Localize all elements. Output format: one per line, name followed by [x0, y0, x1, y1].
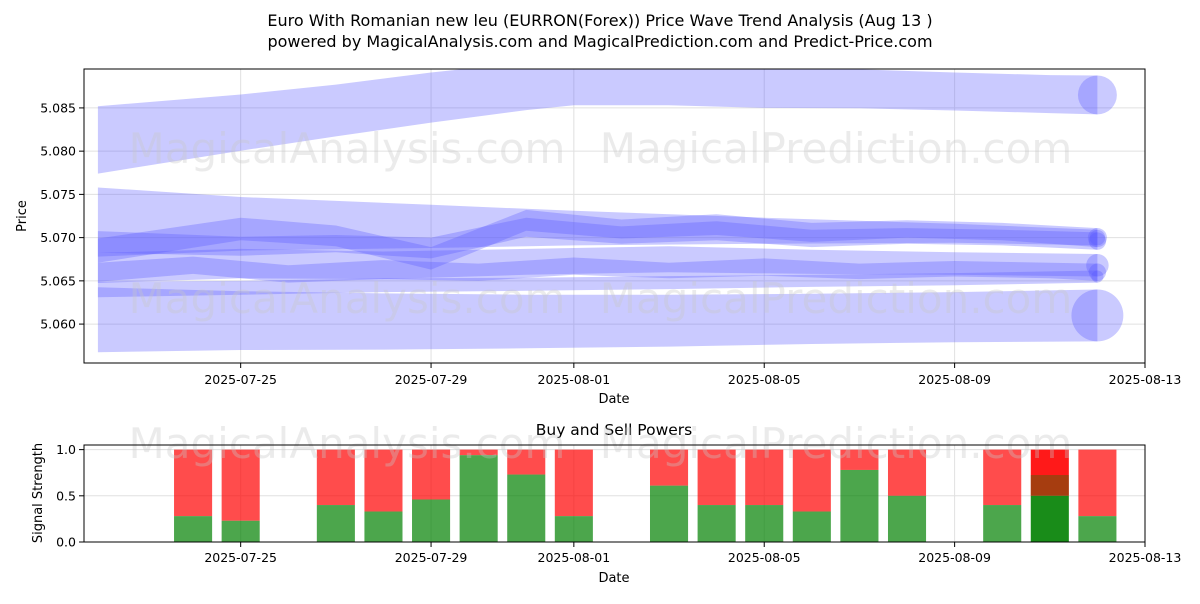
bottom-x-tick-label: 2025-08-09 [918, 550, 991, 565]
watermark-analysis-top: MagicalAnalysis.com [129, 124, 566, 173]
sell-bar [459, 449, 498, 456]
bottom-axes: 2025-07-25 2025-07-29 2025-08-01 2025-08-05… [56, 442, 1181, 565]
price-wave-band-cap [1087, 228, 1107, 248]
price-wave-band [97, 209, 1098, 270]
top-y-tick-label: 5.070 [40, 230, 76, 245]
bottom-x-tick-label: 2025-08-05 [728, 550, 801, 565]
highlight-overlay [1030, 475, 1069, 496]
buy-bar [459, 455, 498, 542]
watermark-prediction-top: MagicalPrediction.com [600, 124, 1073, 173]
sell-bar [221, 449, 260, 521]
buy-bar [1030, 495, 1069, 542]
buy-bar [792, 511, 831, 542]
sell-bar [412, 449, 451, 500]
top-plot-frame [83, 68, 1146, 364]
price-wave-band [97, 287, 1098, 353]
top-y-tick-label: 5.085 [40, 100, 76, 115]
top-x-tick-label: 2025-08-05 [728, 372, 801, 387]
bottom-x-tick-label: 2025-07-29 [395, 550, 468, 565]
sell-bar [507, 449, 546, 475]
price-wave-band-cap [1088, 232, 1107, 250]
buy-bar [507, 474, 546, 542]
buy-bar [316, 505, 355, 542]
watermark-analysis-bottom: MagicalAnalysis.com [129, 419, 566, 468]
chart-title-line2: powered by MagicalAnalysis.com and Magic… [267, 32, 932, 51]
sell-bar [364, 449, 403, 512]
buy-bar [983, 505, 1022, 542]
price-wave-band-cap [1088, 263, 1107, 281]
buy-bar [1078, 516, 1117, 542]
bottom-x-axis-label: Date [598, 571, 629, 586]
buy-bar [697, 505, 736, 542]
bottom-y-tick-label: 0.0 [56, 535, 76, 550]
buy-sell-bars [174, 449, 1117, 542]
buy-bar [745, 505, 784, 542]
price-wave-band [97, 187, 1098, 257]
sell-bar [840, 449, 879, 470]
buy-bar [554, 516, 593, 542]
bottom-watermarks: MagicalAnalysis.com MagicalPrediction.co… [129, 419, 1073, 468]
price-wave-band [97, 270, 1098, 298]
price-wave-band [97, 256, 1098, 283]
buy-bar [840, 469, 879, 542]
bottom-y-tick-label: 1.0 [56, 442, 76, 457]
top-x-axis-label: Date [598, 392, 629, 407]
price-wave-band-cap [1089, 229, 1106, 246]
buy-bar [174, 516, 213, 542]
chart-title-line1: Euro With Romanian new leu (EURRON(Forex… [267, 11, 932, 30]
price-wave-band [97, 69, 1098, 174]
sell-bar [1078, 449, 1117, 517]
sell-bar [174, 449, 213, 517]
bottom-x-tick-label: 2025-07-25 [204, 550, 277, 565]
price-wave-band-cap [1086, 254, 1109, 277]
price-wave-band-cap [1071, 289, 1124, 342]
watermark-prediction-bottom: MagicalPrediction.com [600, 419, 1073, 468]
top-y-tick-label: 5.060 [40, 317, 76, 332]
buy-bar [649, 485, 689, 542]
price-wave-band-cap [1077, 75, 1117, 115]
top-axes: 2025-07-25 2025-07-29 2025-08-01 2025-08-05… [40, 100, 1181, 387]
bottom-y-tick-label: 0.5 [56, 488, 76, 503]
price-wave-bands [97, 69, 1124, 353]
bottom-x-tick-label: 2025-08-13 [1109, 550, 1182, 565]
top-x-tick-label: 2025-07-29 [395, 372, 468, 387]
top-x-tick-label: 2025-08-09 [918, 372, 991, 387]
sell-bar [983, 449, 1022, 506]
bottom-plot-frame [83, 444, 1146, 543]
top-x-tick-label: 2025-07-25 [204, 372, 277, 387]
sell-bar [1030, 449, 1069, 496]
sell-bar [792, 449, 831, 512]
bottom-y-axis-label: Signal Strength [31, 443, 46, 543]
watermark-prediction-mid: MagicalPrediction.com [600, 274, 1073, 323]
sell-bar [554, 449, 593, 517]
price-wave-band-cap [1091, 270, 1104, 283]
top-y-tick-label: 5.075 [40, 187, 76, 202]
sell-bar [649, 449, 689, 486]
top-y-tick-label: 5.080 [40, 144, 76, 159]
sell-bar [316, 449, 355, 506]
sell-bar [697, 449, 736, 506]
bottom-chart-title: Buy and Sell Powers [536, 421, 693, 439]
sell-bar [745, 449, 784, 506]
buy-bar [364, 511, 403, 542]
watermark-analysis-mid: MagicalAnalysis.com [129, 274, 566, 323]
buy-bar [412, 499, 451, 542]
top-y-axis-label: Price [15, 200, 30, 232]
top-y-tick-label: 5.065 [40, 273, 76, 288]
price-wave-band [97, 217, 1098, 259]
top-watermarks: MagicalAnalysis.com MagicalPrediction.co… [129, 124, 1073, 323]
top-x-tick-label: 2025-08-01 [538, 372, 611, 387]
buy-bar [221, 520, 260, 542]
buy-bar [887, 495, 927, 542]
top-x-tick-label: 2025-08-13 [1109, 372, 1182, 387]
bottom-x-tick-label: 2025-08-01 [538, 550, 611, 565]
price-wave-band [97, 246, 1098, 283]
sell-bar [887, 449, 927, 496]
